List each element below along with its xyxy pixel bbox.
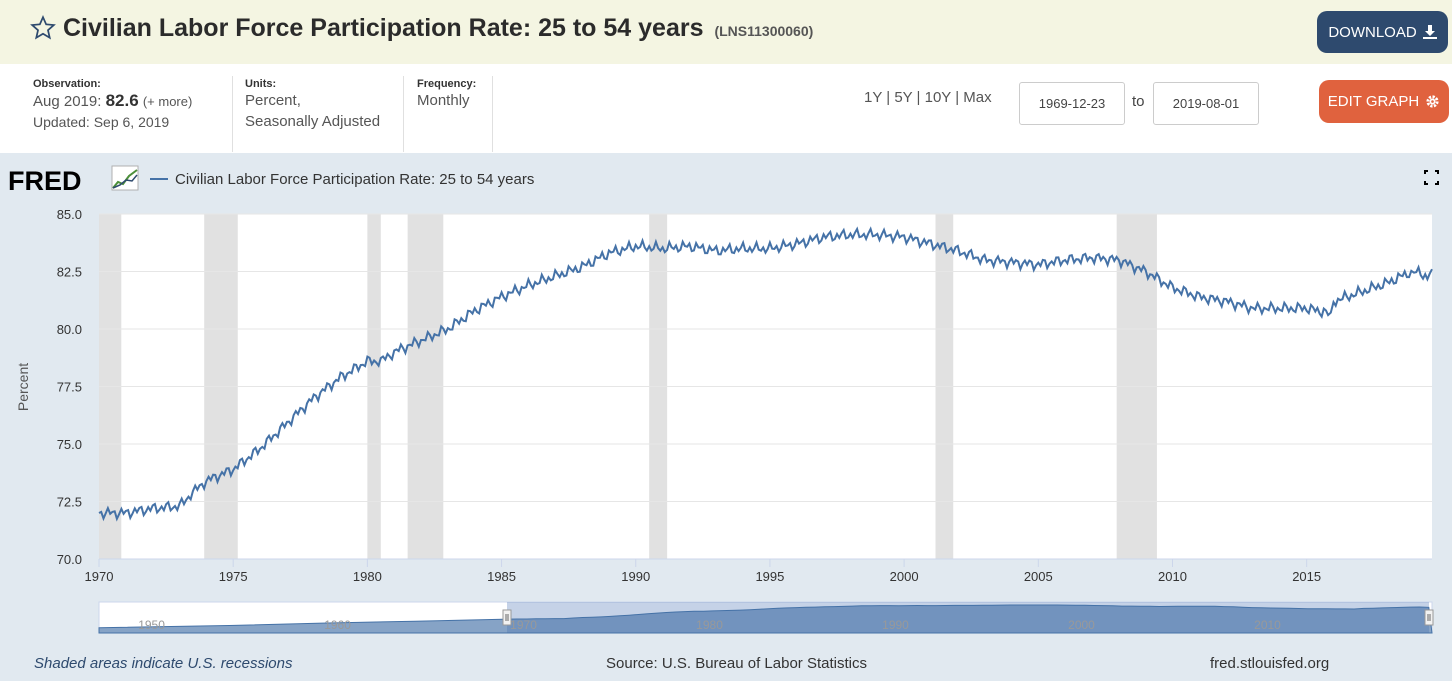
observation-block: Observation: Aug 2019: 82.6 (+ more) Upd… bbox=[33, 78, 192, 133]
units-label: Units: bbox=[245, 78, 277, 90]
site-link[interactable]: fred.stlouisfed.org bbox=[1210, 655, 1330, 672]
fred-logo-icon bbox=[111, 165, 139, 191]
to-label: to bbox=[1132, 93, 1145, 110]
star-icon[interactable] bbox=[30, 15, 56, 41]
x-tick-label: 1990 bbox=[621, 569, 650, 584]
navigator-handle-right[interactable] bbox=[1424, 609, 1434, 626]
series-line bbox=[98, 226, 1433, 522]
series-id: (LNS11300060) bbox=[714, 23, 814, 39]
x-tick-label: 1980 bbox=[353, 569, 382, 584]
navigator-label: 2010 bbox=[1254, 618, 1281, 632]
navigator-label: 2000 bbox=[1068, 618, 1095, 632]
download-button[interactable]: DOWNLOAD bbox=[1317, 11, 1448, 53]
y-tick-label: 85.0 bbox=[57, 207, 82, 222]
line-chart: FRED Civilian Labor Force Participation … bbox=[8, 165, 1439, 634]
x-tick-label: 1975 bbox=[219, 569, 248, 584]
units-line1: Percent, bbox=[245, 92, 301, 109]
divider bbox=[403, 76, 404, 152]
y-tick-label: 72.5 bbox=[57, 495, 82, 510]
range-link-max[interactable]: Max bbox=[963, 89, 992, 106]
units-block: Units: Percent, Seasonally Adjusted bbox=[245, 78, 380, 132]
page-title: Civilian Labor Force Participation Rate:… bbox=[63, 14, 813, 43]
navigator-label: 1970 bbox=[510, 618, 537, 632]
navigator-handle-left[interactable] bbox=[502, 609, 512, 626]
edit-graph-label: EDIT GRAPH bbox=[1327, 93, 1420, 110]
range-link-1y[interactable]: 1Y bbox=[864, 89, 883, 106]
y-axis-label: Percent bbox=[15, 363, 31, 411]
x-tick-label: 1970 bbox=[85, 569, 114, 584]
y-tick-label: 80.0 bbox=[57, 322, 82, 337]
legend-label: Civilian Labor Force Participation Rate:… bbox=[175, 171, 534, 188]
source-text: Source: U.S. Bureau of Labor Statistics bbox=[606, 655, 867, 672]
start-date-input[interactable] bbox=[1019, 82, 1125, 125]
navigator-label: 1980 bbox=[696, 618, 723, 632]
edit-graph-button[interactable]: EDIT GRAPH bbox=[1319, 80, 1449, 123]
gear-icon bbox=[1426, 95, 1439, 108]
navigator-series bbox=[98, 604, 1433, 634]
navigator-label: 1950 bbox=[138, 618, 165, 632]
observation-value: 82.6 bbox=[105, 91, 139, 110]
graph-panel: FRED Civilian Labor Force Participation … bbox=[0, 153, 1452, 681]
frequency-block: Frequency: Monthly bbox=[417, 78, 476, 111]
series-title: Civilian Labor Force Participation Rate:… bbox=[63, 14, 704, 42]
title-bar: Civilian Labor Force Participation Rate:… bbox=[0, 0, 1452, 64]
frequency-label: Frequency: bbox=[417, 78, 477, 90]
navigator[interactable]: 1950 1960 1970 1980 1990 2000 2010 bbox=[98, 601, 1434, 634]
divider bbox=[492, 76, 493, 152]
x-tick-label: 1985 bbox=[487, 569, 516, 584]
fullscreen-icon[interactable] bbox=[1424, 170, 1439, 185]
observation-date: Aug 2019: bbox=[33, 93, 102, 110]
range-link-5y[interactable]: 5Y bbox=[894, 89, 913, 106]
x-tick-label: 2005 bbox=[1024, 569, 1053, 584]
navigator-label: 1990 bbox=[882, 618, 909, 632]
x-tick-label: 2000 bbox=[890, 569, 919, 584]
y-tick-label: 77.5 bbox=[57, 380, 82, 395]
units-line2: Seasonally Adjusted bbox=[245, 113, 381, 130]
navigator-label: 1960 bbox=[324, 618, 351, 632]
download-label: DOWNLOAD bbox=[1328, 23, 1417, 41]
observation-more-link[interactable]: (+ more) bbox=[142, 94, 193, 109]
y-tick-label: 70.0 bbox=[57, 552, 82, 567]
x-tick-label: 2015 bbox=[1292, 569, 1321, 584]
range-link-10y[interactable]: 10Y bbox=[924, 89, 952, 106]
x-tick-label: 2010 bbox=[1158, 569, 1187, 584]
y-tick-label: 82.5 bbox=[57, 265, 82, 280]
divider bbox=[232, 76, 233, 152]
end-date-input[interactable] bbox=[1153, 82, 1259, 125]
x-tick-label: 1995 bbox=[755, 569, 784, 584]
recessions-note[interactable]: Shaded areas indicate U.S. recessions bbox=[34, 655, 293, 672]
frequency-value: Monthly bbox=[417, 92, 470, 109]
observation-label: Observation: bbox=[33, 78, 101, 90]
download-icon bbox=[1422, 25, 1437, 39]
y-tick-label: 75.0 bbox=[57, 437, 82, 452]
range-links: 1Y | 5Y | 10Y | Max bbox=[864, 89, 992, 106]
fred-logo: FRED bbox=[8, 166, 82, 196]
updated-date: Updated: Sep 6, 2019 bbox=[33, 114, 170, 130]
